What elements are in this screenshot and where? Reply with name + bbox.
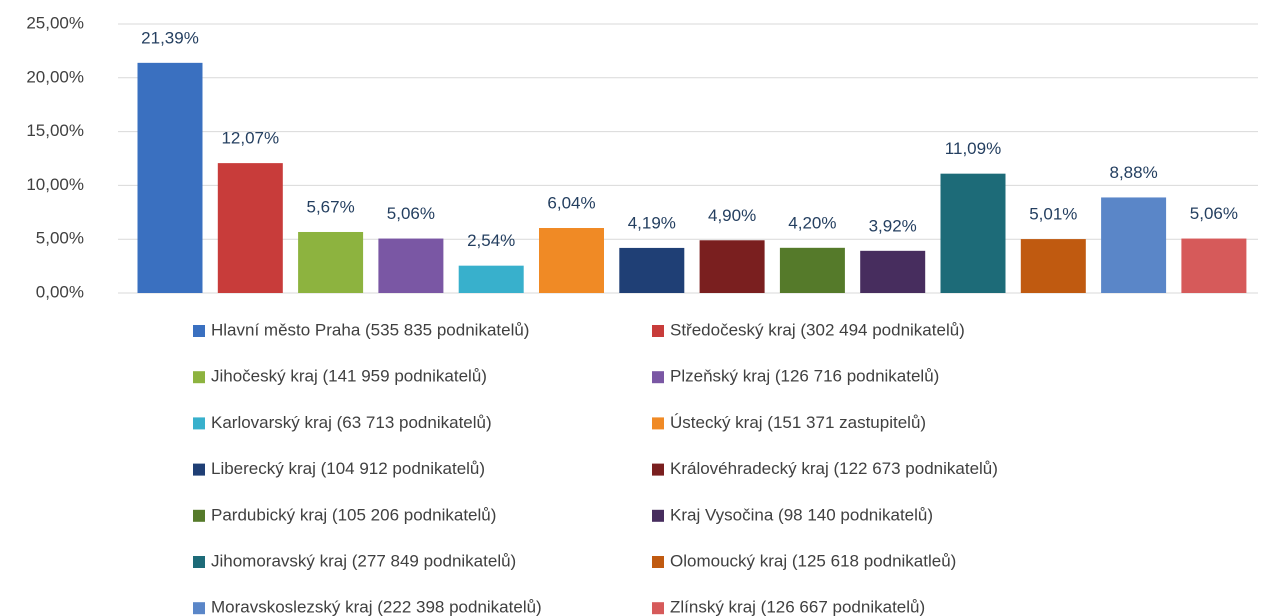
y-tick-label: 0,00%: [36, 282, 84, 301]
value-label: 11,09%: [945, 139, 1001, 158]
legend-swatch: [652, 463, 664, 476]
y-tick-label: 20,00%: [26, 67, 84, 86]
value-label: 12,07%: [221, 129, 279, 148]
legend-label: Pardubický kraj (105 206 podnikatelů): [211, 505, 496, 524]
bar: [539, 228, 604, 293]
y-tick-label: 25,00%: [26, 13, 84, 32]
value-label: 5,06%: [1190, 204, 1238, 223]
legend-label: Zlínský kraj (126 667 podnikatelů): [670, 598, 925, 616]
legend-swatch: [193, 325, 205, 337]
value-label: 4,20%: [788, 213, 836, 232]
legend-swatch: [193, 509, 205, 522]
value-label: 2,54%: [467, 231, 515, 250]
legend-label: Olomoucký kraj (125 618 podnikatleů): [670, 551, 956, 570]
legend-swatch: [193, 371, 205, 384]
value-label: 21,39%: [141, 28, 199, 47]
legend-label: Moravskoslezský kraj (222 398 podnikatel…: [211, 598, 542, 616]
legend-swatch: [193, 602, 205, 615]
value-label: 3,92%: [869, 216, 917, 235]
bar: [217, 163, 283, 293]
value-label: 5,06%: [387, 204, 435, 223]
legend-swatch: [193, 556, 205, 568]
legend-swatch: [652, 325, 664, 337]
bar: [1181, 238, 1247, 293]
value-label: 8,88%: [1109, 163, 1157, 182]
legend-label: Kraj Vysočina (98 140 podnikatelů): [670, 505, 933, 524]
bar: [619, 247, 685, 293]
bar: [1101, 197, 1167, 293]
value-label: 6,04%: [547, 193, 595, 212]
value-label: 5,67%: [306, 197, 354, 216]
legend-label: Jihomoravský kraj (277 849 podnikatelů): [211, 551, 516, 570]
value-label: 4,90%: [708, 206, 756, 225]
y-tick-label: 10,00%: [26, 175, 84, 194]
bar: [779, 247, 845, 293]
legend-label: Královéhradecký kraj (122 673 podnikatel…: [670, 459, 998, 478]
legend-swatch: [652, 556, 664, 568]
legend-swatch: [193, 417, 205, 430]
bar: [860, 250, 926, 293]
legend-label: Hlavní město Praha (535 835 podnikatelů): [211, 320, 529, 339]
legend-swatch: [193, 463, 205, 476]
bar: [1020, 239, 1086, 293]
y-tick-label: 15,00%: [26, 121, 84, 140]
legend-label: Liberecký kraj (104 912 podnikatelů): [211, 459, 485, 478]
y-tick-label: 5,00%: [36, 229, 84, 248]
legend-label: Plzeňský kraj (126 716 podnikatelů): [670, 367, 939, 386]
bar: [940, 173, 1006, 293]
legend-swatch: [652, 509, 664, 522]
legend-swatch: [652, 417, 664, 430]
legend-swatch: [652, 371, 664, 384]
legend-label: Ústecký kraj (151 371 zastupitelů): [670, 413, 926, 432]
bar: [298, 231, 364, 293]
bar: [137, 62, 203, 294]
bar: [699, 240, 765, 293]
legend-label: Jihočeský kraj (141 959 podnikatelů): [211, 367, 487, 386]
value-label: 4,19%: [628, 213, 676, 232]
legend-label: Karlovarský kraj (63 713 podnikatelů): [211, 413, 492, 432]
bar: [458, 265, 524, 293]
legend-swatch: [652, 602, 664, 615]
bar: [378, 238, 444, 293]
value-label: 5,01%: [1029, 205, 1077, 224]
legend-label: Středočeský kraj (302 494 podnikatelů): [670, 320, 965, 339]
